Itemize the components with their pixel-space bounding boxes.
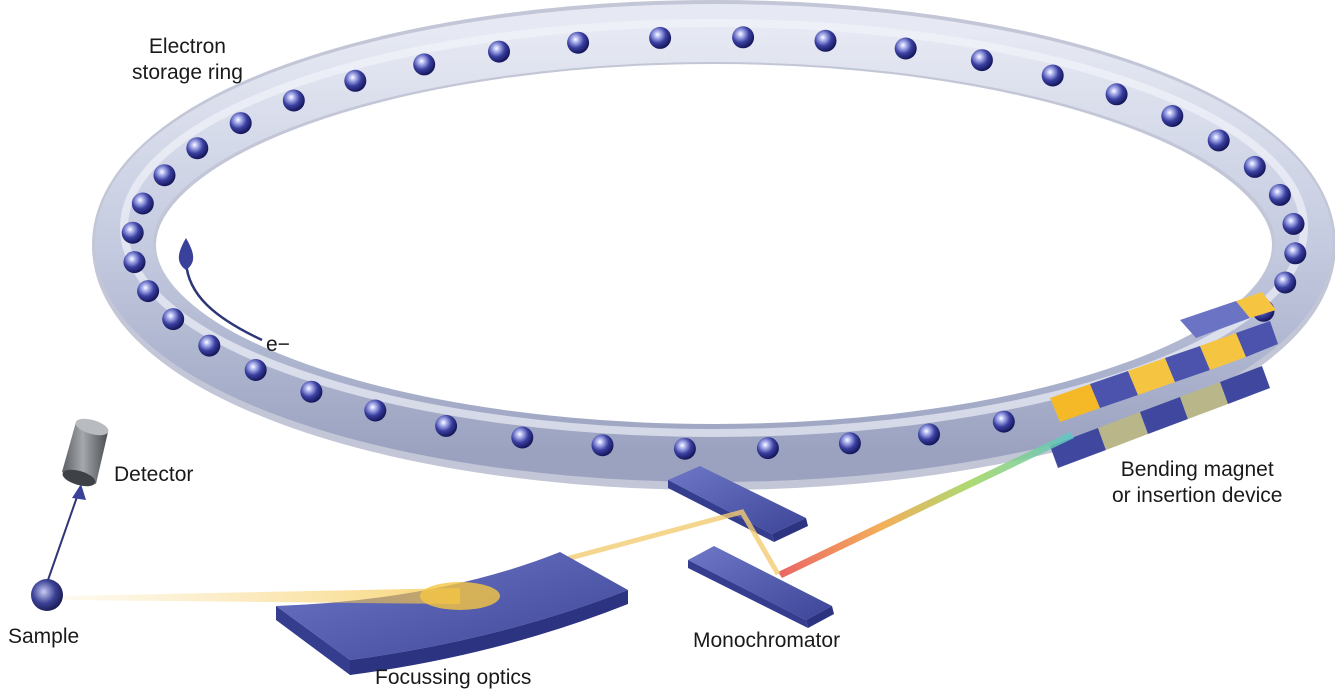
label-electron-storage-ring: Electron storage ring <box>132 34 243 86</box>
label-electron-storage-ring-line1: Electron <box>148 35 226 58</box>
electron-bunch <box>488 40 510 63</box>
electron-bunch <box>282 89 305 112</box>
scatter-arrow <box>47 484 86 581</box>
electron-bunch <box>300 380 323 403</box>
electron-bunch <box>1274 271 1297 294</box>
electron-bunch <box>131 192 154 215</box>
electron-bunch <box>673 437 696 460</box>
label-sample: Sample <box>8 625 80 648</box>
electron-bunch <box>918 423 940 446</box>
label-electron-storage-ring-line2: storage ring <box>132 61 243 84</box>
electron-bunch <box>1243 155 1266 178</box>
focussing-optics-icon <box>276 552 628 675</box>
electron-bunch <box>814 29 837 52</box>
bending-magnet-icon <box>1050 292 1278 468</box>
electron-bunch <box>364 399 387 422</box>
electron-bunch <box>992 410 1015 433</box>
label-focussing-optics: Focussing optics <box>375 666 532 689</box>
label-bending-magnet-line2: or insertion device <box>1112 484 1283 507</box>
electron-bunch <box>1282 212 1305 235</box>
electron-bunch <box>567 31 590 54</box>
electron-bunch <box>970 49 993 72</box>
electron-bunch <box>1207 129 1230 152</box>
electron-bunch <box>1284 242 1307 265</box>
electron-bunch <box>838 432 861 455</box>
synchrotron-beam <box>778 432 1074 578</box>
electron-bunch <box>186 137 209 160</box>
electron-bunch <box>121 221 144 244</box>
electron-bunch <box>1041 64 1064 87</box>
electron-bunch <box>756 437 779 460</box>
electron-bunch <box>162 308 185 331</box>
focused-beam <box>64 588 460 604</box>
electron-bunch <box>153 164 176 187</box>
detector-icon <box>62 418 109 487</box>
electron-bunch <box>1161 105 1184 127</box>
electron-bunches <box>121 26 1307 460</box>
electron-direction-arrow <box>178 238 263 342</box>
electron-bunch <box>511 426 534 449</box>
label-bending-magnet: Bending magnet or insertion device <box>1112 457 1282 509</box>
electron-bunch <box>435 414 458 437</box>
electron-bunch <box>413 53 436 76</box>
electron-bunch <box>244 359 267 381</box>
electron-bunch <box>1105 83 1128 106</box>
electron-bunch <box>123 251 146 274</box>
electron-bunch <box>344 69 367 92</box>
electron-bunch <box>229 112 252 135</box>
label-detector: Detector <box>114 463 194 486</box>
electron-bunch <box>894 37 917 60</box>
electron-bunch <box>1268 183 1291 206</box>
sample-icon <box>31 579 63 611</box>
electron-bunch <box>732 26 755 49</box>
electron-bunch <box>137 280 160 303</box>
electron-bunch <box>591 434 614 457</box>
label-electron-symbol: e− <box>266 333 290 356</box>
storage-ring <box>92 0 1335 490</box>
label-monochromator: Monochromator <box>693 629 841 652</box>
electron-bunch <box>198 334 221 357</box>
electron-bunch <box>649 26 672 49</box>
label-bending-magnet-line1: Bending magnet <box>1120 458 1274 481</box>
